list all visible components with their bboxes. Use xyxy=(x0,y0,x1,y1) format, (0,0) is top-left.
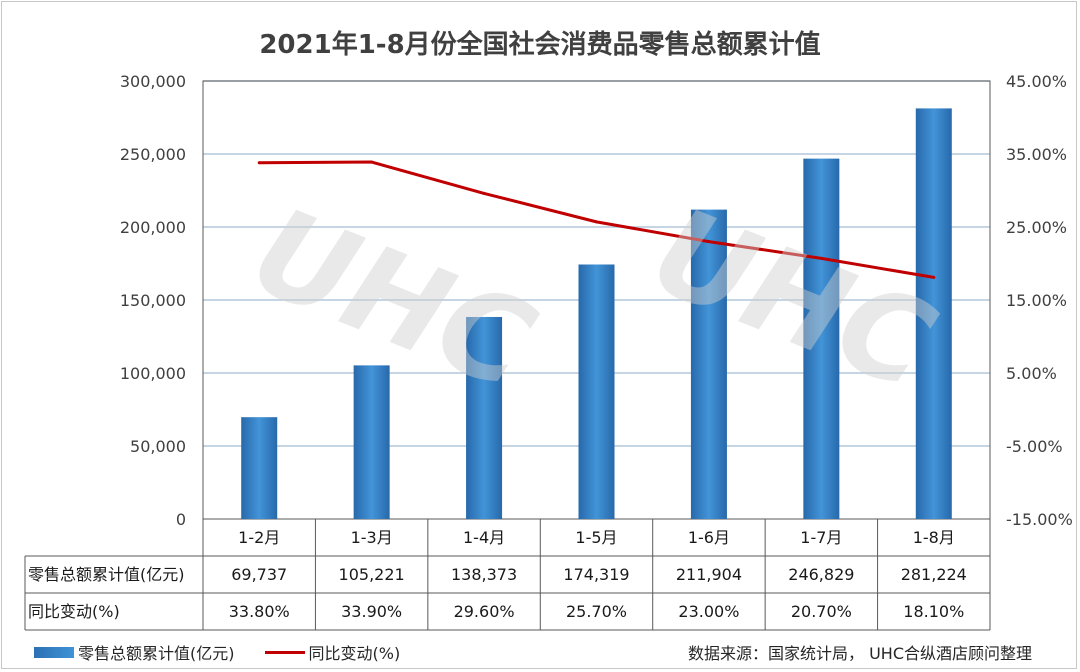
legend-bar-swatch xyxy=(34,646,74,658)
table-cell: 33.90% xyxy=(341,602,402,621)
y-right-tick-label: 45.00% xyxy=(1006,72,1067,91)
line-point xyxy=(819,256,823,260)
line-point xyxy=(932,275,936,279)
legend: 零售总额累计值(亿元) 同比变动(%) xyxy=(34,640,400,664)
table-row-label: 零售总额累计值(亿元) xyxy=(28,565,185,584)
table-row-label: 同比变动(%) xyxy=(28,602,120,621)
x-category-label: 1-2月 xyxy=(238,528,280,547)
table-cell: 281,224 xyxy=(901,565,967,584)
table-cell: 18.10% xyxy=(903,602,964,621)
y-right-tick-label: 5.00% xyxy=(1006,364,1057,383)
y-left-tick-label: 0 xyxy=(176,510,186,529)
y-left-tick-label: 250,000 xyxy=(120,145,186,164)
table-cell: 69,737 xyxy=(231,565,287,584)
table-cell: 25.70% xyxy=(566,602,627,621)
x-category-label: 1-3月 xyxy=(351,528,393,547)
y-right-tick-label: 15.00% xyxy=(1006,291,1067,310)
line-point xyxy=(595,220,598,224)
table-cell: 20.70% xyxy=(791,602,852,621)
y-left-tick-label: 200,000 xyxy=(120,218,186,237)
bar xyxy=(241,417,278,519)
bar xyxy=(915,108,952,519)
table-cell: 174,319 xyxy=(563,565,629,584)
table-cell: 246,829 xyxy=(788,565,854,584)
table-cell: 29.60% xyxy=(454,602,515,621)
bar xyxy=(690,209,727,519)
line-point xyxy=(707,240,711,244)
y-left-tick-label: 150,000 xyxy=(120,291,186,310)
bar xyxy=(353,365,390,519)
y-right-tick-label: 35.00% xyxy=(1006,145,1067,164)
legend-line-swatch xyxy=(264,650,305,654)
bar xyxy=(803,158,840,520)
table-cell: 211,904 xyxy=(676,565,742,584)
y-right-tick-label: 25.00% xyxy=(1006,218,1067,237)
bar xyxy=(466,316,503,519)
y-right-tick-label: -5.00% xyxy=(1006,437,1063,456)
x-category-label: 1-8月 xyxy=(913,528,955,547)
line-point xyxy=(482,191,486,195)
y-left-tick-label: 100,000 xyxy=(120,364,186,383)
source-note: 数据来源：国家统计局， UHC合纵酒店顾问整理 xyxy=(687,644,1032,663)
legend-bar-label: 零售总额累计值(亿元) xyxy=(78,644,235,663)
y-right-tick-label: -15.00% xyxy=(1006,510,1073,529)
legend-line-label: 同比变动(%) xyxy=(308,644,401,663)
x-category-label: 1-7月 xyxy=(800,528,842,547)
table-cell: 138,373 xyxy=(451,565,517,584)
x-category-label: 1-5月 xyxy=(575,528,617,547)
table-cell: 23.00% xyxy=(678,602,739,621)
y-left-tick-label: 50,000 xyxy=(130,437,186,456)
x-category-label: 1-6月 xyxy=(688,528,730,547)
x-category-label: 1-4月 xyxy=(463,528,505,547)
bar xyxy=(578,264,615,519)
table-cell: 105,221 xyxy=(339,565,405,584)
y-left-tick-label: 300,000 xyxy=(120,72,186,91)
line-point xyxy=(257,161,261,165)
table-cell: 33.80% xyxy=(229,602,290,621)
line-point xyxy=(370,160,374,164)
chart-title: 2021年1-8月份全国社会消费品零售总额累计值 xyxy=(259,30,821,60)
